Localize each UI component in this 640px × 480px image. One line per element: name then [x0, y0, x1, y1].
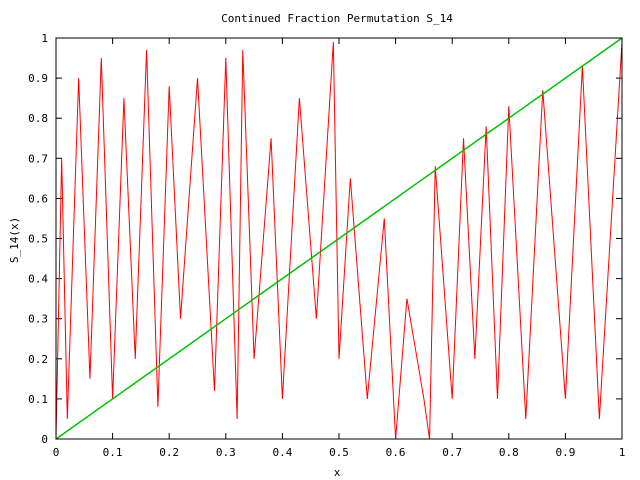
x-tick-label: 0.5	[329, 446, 349, 459]
series-line-0	[55, 41, 623, 440]
y-tick-label: 0.4	[28, 273, 48, 286]
x-tick-label: 1	[619, 446, 626, 459]
x-tick-label: 0.3	[216, 446, 236, 459]
y-tick-label: 0.5	[28, 233, 48, 246]
y-tick-label: 0.9	[28, 72, 48, 85]
x-tick-label: 0.8	[499, 446, 519, 459]
y-tick-label: 0	[41, 433, 48, 446]
x-tick-label: 0.7	[442, 446, 462, 459]
series-layer	[55, 37, 623, 440]
x-tick-label: 0.2	[159, 446, 179, 459]
y-tick-label: 0.1	[28, 393, 48, 406]
y-axis-label: S_14(x)	[8, 217, 21, 263]
y-tick-label: 1	[41, 32, 48, 45]
plot-frame	[55, 37, 623, 440]
y-tick-label: 0.8	[28, 112, 48, 125]
chart-title: Continued Fraction Permutation S_14	[221, 12, 453, 25]
y-tick-label: 0.2	[28, 353, 48, 366]
tick-layer: 0 0.1 0.2 0.3 0.4 0.5 0.6 0.7 0.8 0.9 1 0 0.1 0.2 0.3 0…	[28, 32, 625, 459]
x-tick-label: 0.9	[555, 446, 575, 459]
x-tick-label: 0.6	[386, 446, 406, 459]
y-tick-label: 0.3	[28, 313, 48, 326]
x-axis-label: x	[334, 466, 341, 479]
y-tick-label: 0.7	[28, 152, 48, 165]
x-tick-label: 0.4	[272, 446, 292, 459]
series-line-1	[55, 37, 623, 440]
x-tick-label: 0	[53, 446, 60, 459]
y-tick-label: 0.6	[28, 192, 48, 205]
x-tick-label: 0.1	[103, 446, 123, 459]
